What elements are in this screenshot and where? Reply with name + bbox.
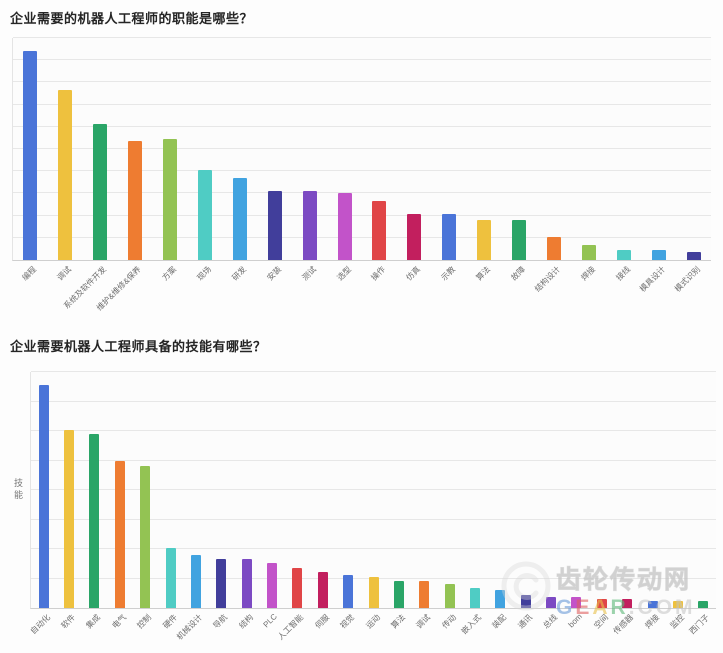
gridline — [31, 430, 716, 431]
bar-结构 — [241, 559, 252, 608]
gridline — [13, 59, 711, 61]
chart-skills-x-axis-labels: 自动化 软件 集成 电气 控制 硬件 机械设计 导航 结构 PLC 人工智能 伺服 视觉 运动 算法 调试 传动… — [28, 612, 712, 642]
bar-编程 — [23, 50, 38, 260]
bar-软件 — [64, 429, 75, 608]
bar-bom — [571, 596, 582, 608]
bar-空间 — [596, 599, 607, 608]
bar-电气 — [114, 461, 125, 608]
bar-现场 — [197, 169, 212, 260]
bar-通讯 — [520, 594, 531, 608]
gridline — [31, 371, 716, 372]
bar-方案 — [163, 138, 178, 260]
gridline — [13, 125, 711, 127]
bar-模具设计 — [651, 249, 666, 260]
bar-调试 — [419, 581, 430, 608]
bar-仿真 — [407, 213, 422, 260]
chart-functions-plot-area — [12, 37, 711, 261]
bar-接线 — [616, 249, 631, 260]
bar-焊接 — [581, 245, 596, 260]
bar-硬件 — [165, 547, 176, 608]
chart-skills-title: 企业需要机器人工程师具备的技能有哪些？ — [10, 339, 267, 354]
gridline — [13, 170, 711, 172]
gridline — [31, 548, 716, 549]
chart-functions-title: 企业需要的机器人工程师的职能是哪些？ — [10, 11, 254, 26]
bar-安装 — [267, 190, 282, 260]
bar-西门子 — [698, 601, 709, 608]
chart-skills-plot-area — [30, 371, 716, 609]
gridline — [31, 518, 716, 520]
bar-测试 — [302, 190, 317, 260]
bar-选型 — [337, 192, 352, 260]
gridline — [13, 192, 711, 194]
bar-算法 — [393, 581, 404, 608]
bar-导航 — [216, 559, 227, 608]
bar-结构设计 — [546, 236, 561, 260]
bar-模式识别 — [686, 251, 701, 260]
bar-焊接 — [647, 601, 658, 608]
gridline — [13, 81, 711, 83]
bar-PLC — [267, 563, 278, 608]
bar-运动 — [368, 576, 379, 608]
gridline — [31, 459, 716, 461]
bar-人工智能 — [292, 567, 303, 608]
bar-自动化 — [38, 385, 49, 608]
chart-skills-y-axis-title: 技能 — [13, 478, 23, 502]
bar-系统及软件开发 — [93, 123, 108, 260]
gridline — [31, 489, 716, 490]
bar-示教 — [442, 213, 457, 260]
bar-装配 — [495, 590, 506, 608]
gridline — [13, 37, 711, 38]
bar-伺服 — [317, 572, 328, 608]
bar-操作 — [372, 201, 387, 260]
bar-监控 — [672, 601, 683, 608]
gridline — [31, 400, 716, 402]
gridline — [13, 214, 711, 216]
bar-传感器 — [622, 599, 633, 608]
bar-机械设计 — [190, 554, 201, 608]
bar-传动 — [444, 583, 455, 608]
bar-故障 — [512, 220, 527, 260]
bar-视觉 — [343, 574, 354, 608]
gridline — [13, 236, 711, 238]
gridline — [13, 103, 711, 105]
bar-研发 — [232, 178, 247, 260]
chart-functions-x-axis-labels: 编程 调试 系统及软件开发 维护&维修&保养 方案 现场 研发 安装 测试 选型 操作 仿真 示教 算法故… — [20, 264, 702, 313]
bar-调试 — [58, 90, 73, 260]
bar-算法 — [477, 220, 492, 260]
bar-维护&维修&保养 — [128, 140, 143, 260]
bar-总线 — [546, 596, 557, 608]
bar-控制 — [140, 465, 151, 608]
bar-集成 — [89, 434, 100, 608]
gridline — [13, 148, 711, 149]
bar-嵌入式 — [469, 587, 480, 608]
